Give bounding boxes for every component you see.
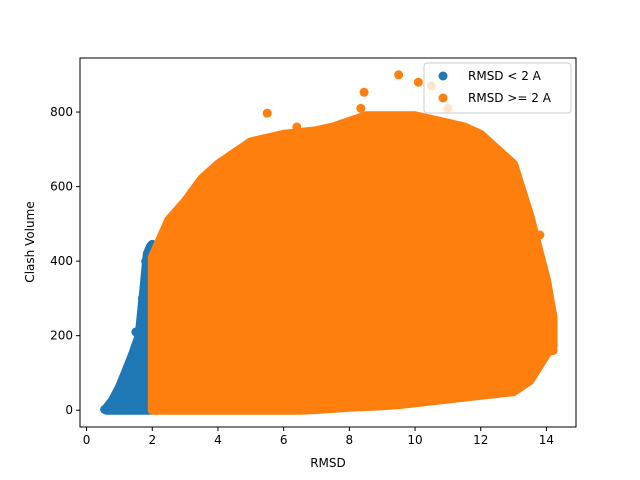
legend-marker-series-1 <box>438 71 448 81</box>
data-point <box>359 87 369 97</box>
data-point <box>111 390 121 400</box>
x-tick-label: 8 <box>346 433 354 447</box>
legend-box <box>423 62 572 114</box>
data-layer <box>100 70 558 415</box>
data-point <box>548 346 558 356</box>
legend-label-series-1: RMSD < 2 A <box>468 69 542 83</box>
y-tick-label: 200 <box>50 329 73 343</box>
data-point <box>262 108 272 118</box>
x-tick-label: 6 <box>280 433 288 447</box>
y-tick-label: 0 <box>65 403 73 417</box>
y-tick-label: 600 <box>50 180 73 194</box>
x-tick-label: 0 <box>83 433 91 447</box>
x-tick-label: 10 <box>407 433 422 447</box>
data-point <box>131 327 141 337</box>
data-point <box>394 70 404 80</box>
legend-label-series-2: RMSD >= 2 A <box>468 91 552 105</box>
x-axis: 0 2 4 6 8 10 12 14 <box>83 427 554 447</box>
legend: RMSD < 2 A RMSD >= 2 A <box>423 62 572 114</box>
x-tick-label: 14 <box>539 433 554 447</box>
y-axis-label: Clash Volume <box>23 201 37 282</box>
data-point <box>413 77 423 87</box>
x-tick-label: 4 <box>214 433 222 447</box>
y-tick-label: 400 <box>50 254 73 268</box>
data-point <box>535 230 545 240</box>
y-axis: 0 200 400 600 800 <box>50 105 80 417</box>
data-point <box>356 103 366 113</box>
data-point <box>100 404 110 414</box>
y-tick-label: 800 <box>50 105 73 119</box>
x-axis-label: RMSD <box>310 456 346 470</box>
data-point <box>137 293 147 303</box>
data-point <box>292 122 302 132</box>
series-2 <box>147 70 558 415</box>
x-tick-label: 2 <box>148 433 156 447</box>
axes-frame <box>79 57 577 428</box>
x-tick-label: 12 <box>473 433 488 447</box>
legend-marker-series-2 <box>438 93 448 103</box>
